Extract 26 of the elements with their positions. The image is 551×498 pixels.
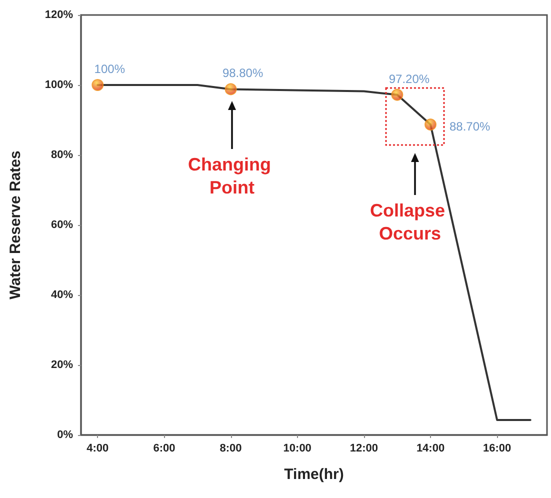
x-tick-label: 6:00 [153, 442, 176, 454]
x-tick-label: 14:00 [416, 442, 445, 454]
x-tick-label: 8:00 [220, 442, 242, 454]
y-tick-label: 80% [50, 149, 74, 161]
x-tick-label: 16:00 [483, 442, 512, 454]
y-tick-label: 100% [44, 79, 74, 91]
annotation: Changing Point [188, 154, 276, 198]
x-tick-label: 12:00 [350, 442, 378, 454]
y-tick-label: 120% [44, 9, 74, 21]
data-label: 88.70% [450, 120, 491, 134]
data-label: 100% [94, 62, 126, 76]
data-label: 97.20% [388, 72, 430, 86]
y-tick-label: 0% [57, 429, 74, 441]
point [224, 83, 237, 96]
x-tick-label: 4:00 [86, 442, 109, 454]
y-tick-label: 40% [50, 289, 74, 301]
point [424, 118, 436, 131]
y-tick-label: 20% [50, 359, 74, 371]
point [391, 88, 404, 101]
y-axis-title: Water Reserve Rates [7, 150, 24, 300]
point [92, 79, 104, 91]
x-tick-label: 10:00 [283, 442, 312, 454]
y-tick-label: 60% [50, 219, 74, 231]
x-axis-title: Time(hr) [284, 466, 344, 483]
annotation: Collapse Occurs [370, 200, 450, 244]
data-label: 98.80% [222, 66, 264, 80]
